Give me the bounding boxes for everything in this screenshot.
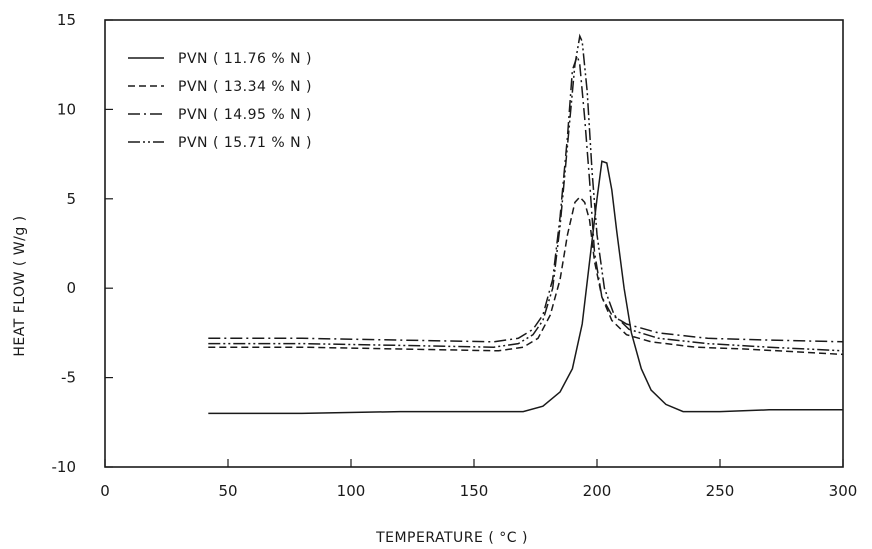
x-tick-label: 100 — [337, 482, 366, 500]
series-line-4 — [208, 33, 844, 352]
axis-ticks: 0 50 100 150 200 250 300 -10 -5 0 5 10 15 — [52, 11, 858, 500]
series-group — [208, 33, 844, 415]
x-tick-label: 250 — [706, 482, 735, 500]
x-tick-label: 300 — [829, 482, 858, 500]
legend-label-2: PVN ( 13.34 % N ) — [178, 79, 312, 95]
series-line-2 — [208, 195, 844, 356]
y-tick-label: 0 — [66, 279, 76, 297]
y-tick-label: 15 — [57, 11, 76, 29]
x-tick-label: 50 — [218, 482, 237, 500]
series-line-3 — [208, 53, 844, 343]
legend-label-4: PVN ( 15.71 % N ) — [178, 135, 312, 151]
legend-label-1: PVN ( 11.76 % N ) — [178, 51, 312, 67]
y-tick-label: 10 — [57, 100, 76, 118]
legend: PVN ( 11.76 % N ) PVN ( 13.34 % N ) PVN ( … — [128, 51, 312, 151]
x-axis-title: TEMPERATURE ( °C ) — [375, 530, 528, 546]
x-tick-label: 0 — [100, 482, 110, 500]
x-tick-label: 200 — [583, 482, 612, 500]
y-tick-label: -5 — [61, 369, 76, 387]
y-axis-title: HEAT FLOW ( W/g ) — [12, 215, 28, 356]
y-tick-label: 5 — [66, 190, 76, 208]
y-tick-label: -10 — [52, 458, 77, 476]
legend-label-3: PVN ( 14.95 % N ) — [178, 107, 312, 123]
series-line-1 — [208, 160, 843, 415]
x-tick-label: 150 — [460, 482, 489, 500]
